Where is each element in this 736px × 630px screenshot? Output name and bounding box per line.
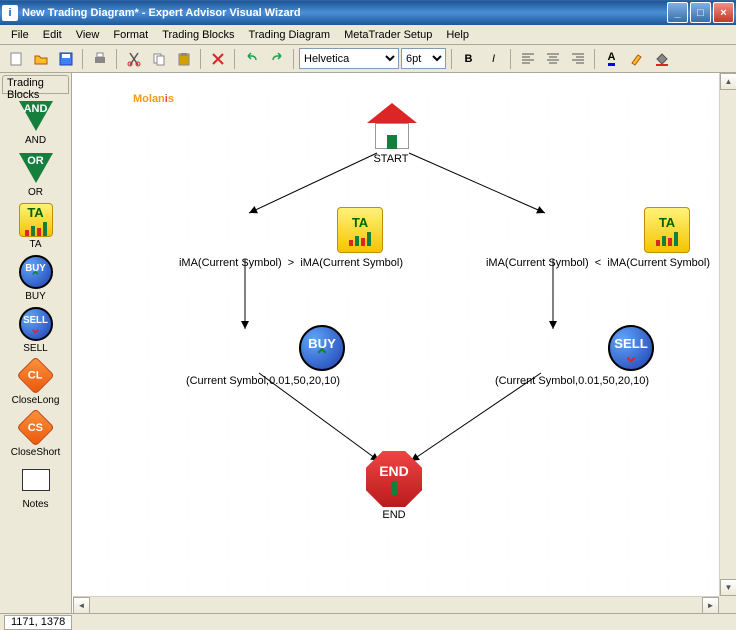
font-size-select[interactable]: 6pt xyxy=(401,48,446,69)
menu-bar: FileEditViewFormatTrading BlocksTrading … xyxy=(0,25,736,45)
menu-trading-diagram[interactable]: Trading Diagram xyxy=(242,27,338,43)
palette-ta[interactable]: TATA xyxy=(6,202,66,250)
horizontal-scrollbar[interactable]: ◄► xyxy=(73,596,719,613)
menu-metatrader-setup[interactable]: MetaTrader Setup xyxy=(337,27,439,43)
app-icon: i xyxy=(2,5,18,21)
menu-file[interactable]: File xyxy=(4,27,36,43)
palette-tab[interactable]: Trading Blocks xyxy=(2,75,69,94)
menu-view[interactable]: View xyxy=(69,27,107,43)
save-button[interactable] xyxy=(54,47,77,70)
node-ta2[interactable]: TAiMA(Current Symbol) < iMA(Current Symb… xyxy=(528,207,736,269)
close-button[interactable]: × xyxy=(713,2,734,23)
palette-and[interactable]: ANDAND xyxy=(6,98,66,146)
align-left-button[interactable] xyxy=(516,47,539,70)
italic-button[interactable]: I xyxy=(482,47,505,70)
palette-notes[interactable]: Notes xyxy=(6,462,66,510)
copy-button[interactable] xyxy=(147,47,170,70)
paste-button[interactable] xyxy=(172,47,195,70)
window-title: New Trading Diagram* - Expert Advisor Vi… xyxy=(22,7,667,19)
fill-color-button[interactable] xyxy=(650,47,673,70)
menu-help[interactable]: Help xyxy=(439,27,476,43)
new-button[interactable] xyxy=(4,47,27,70)
align-center-button[interactable] xyxy=(541,47,564,70)
brand-logo: Molanis xyxy=(133,77,174,109)
font-color-button[interactable]: A xyxy=(600,47,623,70)
undo-button[interactable] xyxy=(240,47,263,70)
node-end[interactable]: ENDEND xyxy=(366,451,422,521)
redo-button[interactable] xyxy=(265,47,288,70)
palette-buy[interactable]: BUY⌃BUY xyxy=(6,254,66,302)
menu-trading-blocks[interactable]: Trading Blocks xyxy=(155,27,241,43)
maximize-button[interactable]: □ xyxy=(690,2,711,23)
palette-closeshort[interactable]: CSCloseShort xyxy=(6,410,66,458)
trading-blocks-palette: Trading Blocks ANDANDORORTATABUY⌃BUYSELL… xyxy=(0,73,72,613)
status-bar: 1171, 1378 xyxy=(0,613,736,630)
palette-or[interactable]: OROR xyxy=(6,150,66,198)
node-buy[interactable]: BUY⌃(Current Symbol,0.01,50,20,10) xyxy=(223,325,423,387)
font-name-select[interactable]: Helvetica xyxy=(299,48,399,69)
minimize-button[interactable]: _ xyxy=(667,2,688,23)
print-button[interactable] xyxy=(88,47,111,70)
open-button[interactable] xyxy=(29,47,52,70)
cut-button[interactable] xyxy=(122,47,145,70)
menu-format[interactable]: Format xyxy=(106,27,155,43)
menu-edit[interactable]: Edit xyxy=(36,27,69,43)
diagram-canvas[interactable]: Molanis ▲▼ ◄► STARTTAiMA(Current Symbol)… xyxy=(72,73,736,613)
title-bar: i New Trading Diagram* - Expert Advisor … xyxy=(0,0,736,25)
node-start[interactable]: START xyxy=(367,103,415,165)
delete-button[interactable] xyxy=(206,47,229,70)
toolbar: Helvetica 6pt B I A xyxy=(0,45,736,73)
palette-closelong[interactable]: CLCloseLong xyxy=(6,358,66,406)
align-right-button[interactable] xyxy=(566,47,589,70)
palette-sell[interactable]: SELL⌄SELL xyxy=(6,306,66,354)
bold-button[interactable]: B xyxy=(457,47,480,70)
highlight-button[interactable] xyxy=(625,47,648,70)
node-sell[interactable]: SELL⌄(Current Symbol,0.01,50,20,10) xyxy=(532,325,732,387)
status-coords: 1171, 1378 xyxy=(4,615,72,630)
